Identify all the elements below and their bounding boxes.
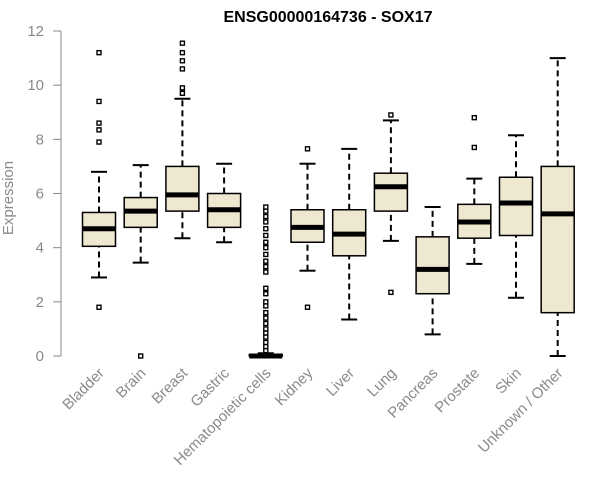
outlier-point (96, 98, 102, 105)
outlier-point (471, 144, 477, 151)
x-tick-label: Prostate (432, 365, 484, 417)
box (498, 176, 534, 237)
x-tick-label: Liver (323, 365, 358, 400)
box (165, 165, 200, 212)
outlier-point (179, 40, 186, 46)
outlier-point (263, 226, 269, 232)
outlier-point (96, 139, 102, 145)
outlier-point (137, 353, 144, 359)
axes: 0 2 4 6 8 10 12 (27, 23, 62, 365)
outlier-point (263, 232, 269, 239)
outlier-point (263, 219, 269, 225)
outlier-point (263, 244, 269, 251)
x-tick-label: Breast (149, 364, 192, 407)
outlier-point (304, 304, 311, 310)
outlier-point (263, 315, 269, 321)
outlier-point (263, 251, 269, 258)
x-tick-label: Kidney (272, 364, 317, 409)
y-tick-label: 4 (36, 240, 44, 257)
outlier-point (179, 49, 186, 56)
outlier-point (263, 204, 269, 210)
box (373, 172, 409, 212)
outlier-point (263, 339, 269, 346)
box-group (331, 147, 367, 321)
outlier-point (471, 114, 477, 121)
outlier-point (263, 258, 269, 264)
box-group (373, 112, 409, 296)
outlier-point (263, 320, 269, 327)
box (415, 236, 450, 295)
box-group (81, 49, 117, 310)
outlier-point (179, 66, 186, 72)
outlier-point (179, 90, 186, 96)
x-tick-label: Lung (364, 365, 400, 401)
outlier-point (263, 269, 269, 275)
y-tick-label: 10 (27, 77, 44, 94)
y-tick-label: 0 (36, 348, 44, 365)
outlier-point (96, 304, 102, 310)
outlier-point (304, 146, 311, 152)
outlier-point (263, 299, 269, 305)
outlier-point (263, 309, 269, 316)
outlier-point (179, 85, 186, 91)
outlier-point (263, 239, 269, 245)
y-tick-label: 8 (36, 131, 44, 148)
box (540, 165, 575, 314)
box-group (415, 206, 450, 336)
box-group (248, 204, 284, 359)
outlier-point (263, 291, 269, 297)
outlier-point (263, 263, 269, 270)
outlier-point (96, 127, 102, 133)
box-group (206, 162, 242, 244)
outlier-point (388, 289, 394, 296)
chart-title: ENSG00000164736 - SOX17 (223, 9, 432, 26)
y-tick-label: 6 (36, 186, 44, 203)
outlier-point (388, 112, 394, 118)
outlier-point (179, 58, 186, 64)
box-group (123, 164, 158, 359)
x-tick-label: Bladder (59, 365, 108, 414)
x-tick-label: Brain (113, 365, 150, 402)
box-group (165, 40, 200, 240)
outlier-point (263, 213, 269, 220)
y-tick-label: 2 (36, 294, 44, 311)
y-axis-label: Expression (0, 161, 17, 235)
box-group (540, 57, 575, 357)
outlier-point (96, 49, 102, 56)
box-group (290, 146, 325, 310)
x-tick-label: Skin (492, 365, 525, 398)
outlier-point (263, 326, 269, 332)
box-group (457, 114, 492, 265)
outlier-point (263, 285, 269, 291)
box-group (498, 134, 534, 299)
outlier-point (96, 120, 102, 126)
y-tick-label: 12 (27, 23, 44, 40)
boxes (81, 40, 575, 359)
